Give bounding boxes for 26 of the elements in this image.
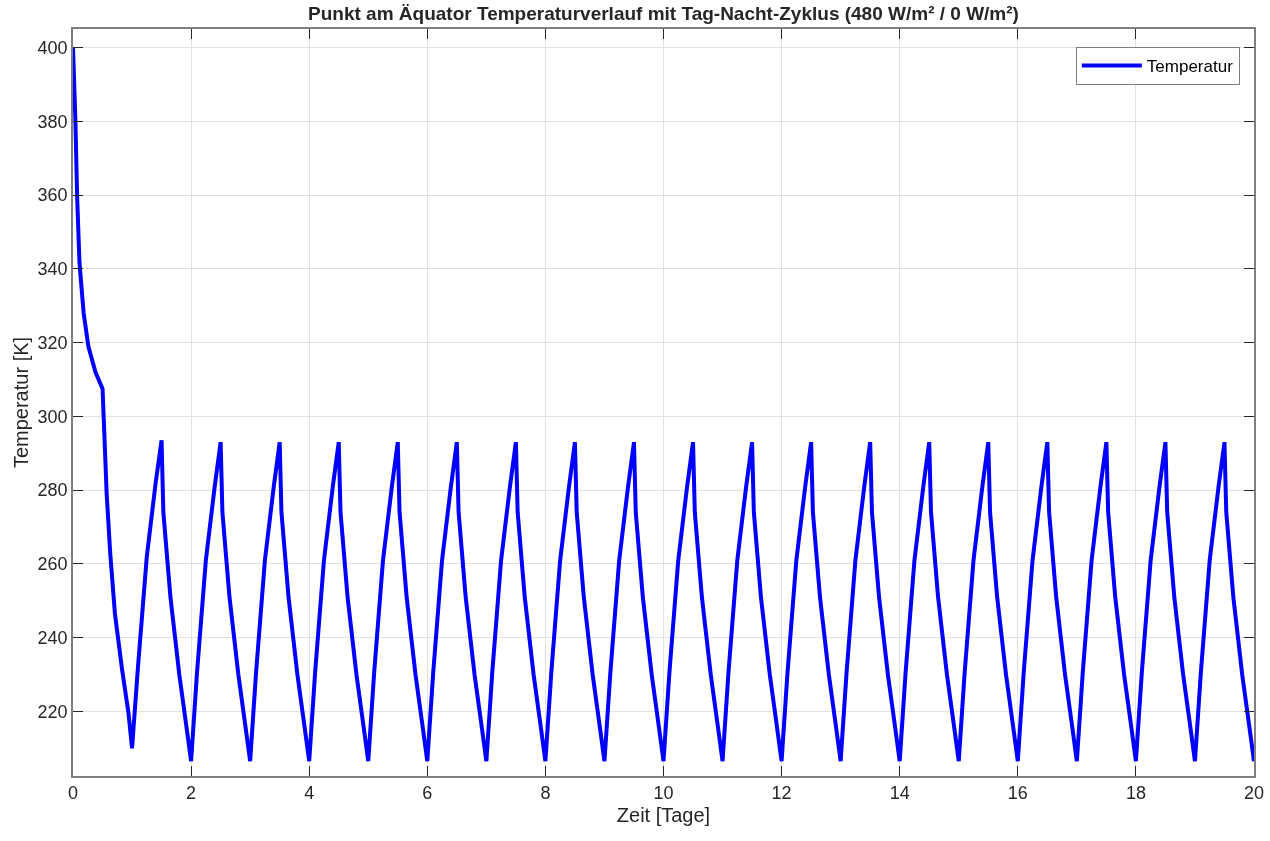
y-tick-label: 220: [37, 701, 68, 722]
x-tick-label: 2: [186, 783, 197, 804]
x-tick-label: 12: [771, 783, 792, 804]
x-tick-label: 14: [889, 783, 910, 804]
y-tick-label: 280: [37, 480, 68, 501]
y-tick-label: 240: [37, 627, 68, 648]
line-series: [73, 45, 1254, 764]
y-tick-label: 360: [37, 185, 68, 206]
x-tick-label: 10: [653, 783, 674, 804]
y-axis-title: Temperatur [K]: [9, 336, 32, 469]
x-tick-label: 20: [1243, 783, 1265, 804]
y-tick-label: 380: [37, 111, 68, 132]
y-tick-label: 400: [37, 37, 68, 58]
x-axis-title: Zeit [Tage]: [616, 804, 711, 827]
y-tick-label: 320: [37, 332, 68, 353]
y-tick-label: 340: [37, 259, 68, 280]
x-tick-label: 4: [304, 783, 315, 804]
x-tick-label: 18: [1125, 783, 1146, 804]
y-tick-label: 300: [37, 406, 68, 427]
x-tick-label: 6: [422, 783, 433, 804]
x-tick-label: 0: [67, 783, 79, 804]
chart-title: Punkt am Äquator Temperaturverlauf mit Tag-Nacht-Zyklus (480 W/m² / 0 W/m²): [308, 2, 1019, 24]
legend-label: Temperatur: [1146, 57, 1234, 77]
x-tick-label: 16: [1007, 783, 1028, 804]
y-tick-label: 260: [37, 554, 68, 575]
x-tick-label: 8: [540, 783, 551, 804]
